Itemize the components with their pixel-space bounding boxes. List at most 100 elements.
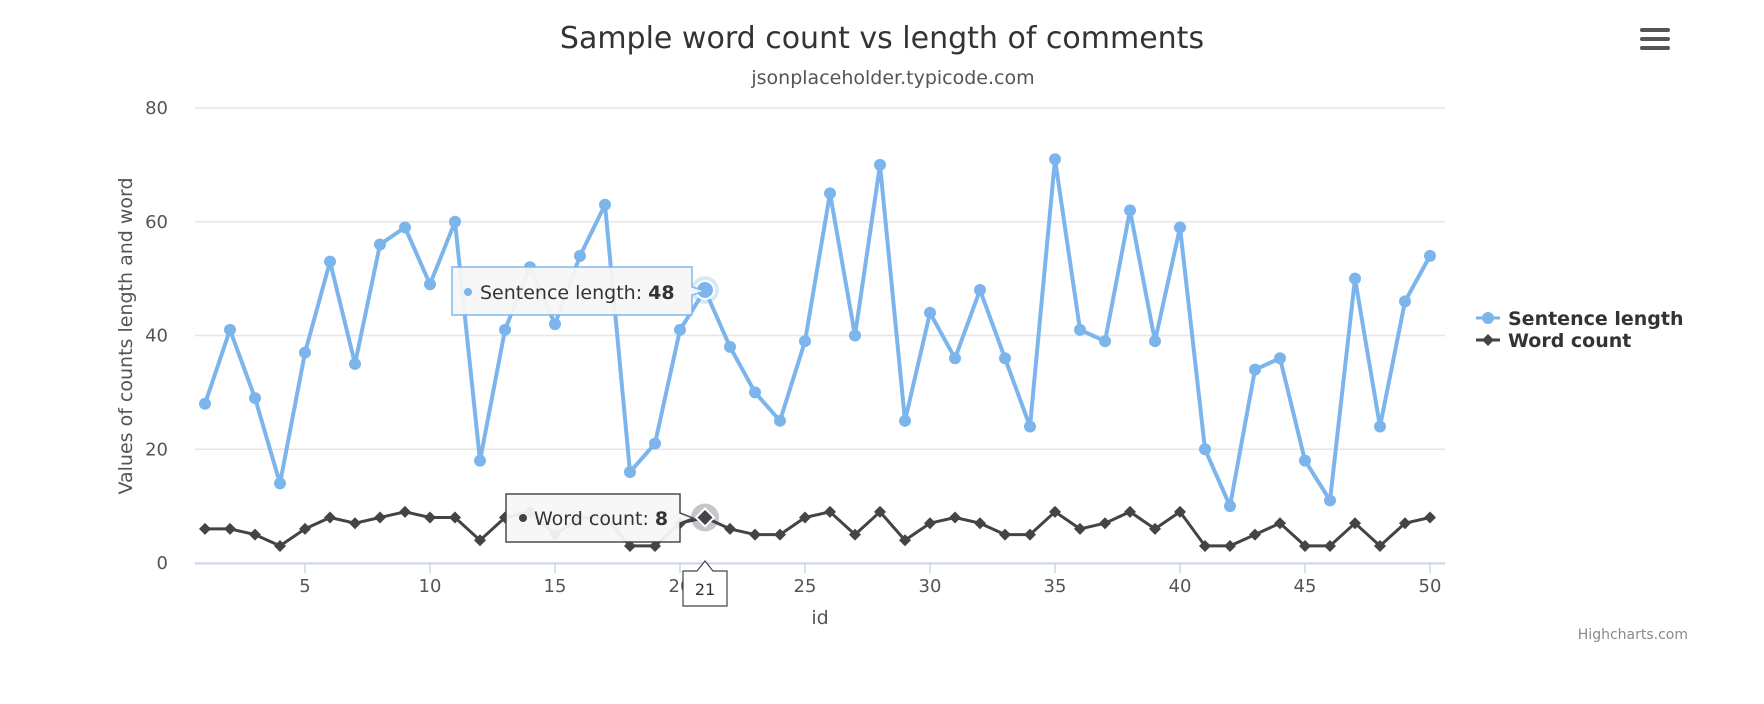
- data-point[interactable]: [449, 511, 461, 524]
- data-point[interactable]: [324, 255, 336, 268]
- data-point[interactable]: [1349, 517, 1361, 530]
- data-point[interactable]: [874, 158, 886, 171]
- data-point[interactable]: [424, 278, 436, 291]
- data-point[interactable]: [1349, 272, 1361, 285]
- data-point[interactable]: [374, 511, 386, 524]
- data-point[interactable]: [1099, 335, 1111, 348]
- data-point[interactable]: [224, 323, 236, 336]
- data-point[interactable]: [499, 323, 511, 336]
- data-point[interactable]: [1074, 522, 1086, 535]
- data-point[interactable]: [949, 352, 961, 365]
- data-point[interactable]: [1149, 335, 1161, 348]
- hamburger-menu-icon[interactable]: [1640, 28, 1670, 54]
- data-point[interactable]: [349, 517, 361, 530]
- data-point[interactable]: [399, 505, 411, 518]
- data-point[interactable]: [1249, 528, 1261, 541]
- data-point[interactable]: [599, 198, 611, 211]
- data-point[interactable]: [199, 397, 211, 410]
- data-point[interactable]: [199, 522, 211, 535]
- data-point[interactable]: [374, 238, 386, 251]
- data-point[interactable]: [749, 528, 761, 541]
- data-point[interactable]: [724, 522, 736, 535]
- data-point[interactable]: [1024, 420, 1036, 433]
- data-point[interactable]: [1074, 323, 1086, 336]
- data-point[interactable]: [1124, 204, 1136, 217]
- data-point[interactable]: [1049, 505, 1061, 518]
- data-point[interactable]: [1199, 539, 1211, 552]
- data-point[interactable]: [224, 522, 236, 535]
- legend-item-word-count[interactable]: Word count: [1508, 330, 1631, 352]
- data-point[interactable]: [874, 505, 886, 518]
- data-point[interactable]: [399, 221, 411, 234]
- data-point[interactable]: [249, 392, 261, 405]
- tooltip-sentence-length-text: Sentence length: 48: [480, 282, 675, 304]
- legend-marker[interactable]: [1482, 334, 1494, 346]
- data-point[interactable]: [649, 437, 661, 450]
- data-point[interactable]: [974, 517, 986, 530]
- data-point[interactable]: [849, 528, 861, 541]
- data-point[interactable]: [1299, 454, 1311, 467]
- data-point[interactable]: [799, 511, 811, 524]
- data-point[interactable]: [899, 534, 911, 547]
- hover-point[interactable]: [694, 507, 716, 528]
- data-point[interactable]: [924, 306, 936, 319]
- data-point[interactable]: [724, 340, 736, 353]
- data-point[interactable]: [549, 318, 561, 331]
- data-point[interactable]: [349, 357, 361, 370]
- data-point[interactable]: [624, 539, 636, 552]
- data-point[interactable]: [624, 466, 636, 478]
- data-point[interactable]: [774, 528, 786, 541]
- data-point[interactable]: [1149, 522, 1161, 535]
- data-point[interactable]: [424, 511, 436, 524]
- data-point[interactable]: [924, 517, 936, 530]
- data-point[interactable]: [899, 414, 911, 427]
- data-point[interactable]: [449, 215, 461, 228]
- legend-marker[interactable]: [1482, 312, 1494, 324]
- data-point[interactable]: [1224, 500, 1236, 513]
- data-point[interactable]: [299, 346, 311, 359]
- data-point[interactable]: [574, 249, 586, 262]
- data-point[interactable]: [249, 528, 261, 541]
- data-point[interactable]: [649, 539, 661, 552]
- menu-bar: [1640, 37, 1670, 41]
- data-point[interactable]: [1224, 539, 1236, 552]
- data-point[interactable]: [1274, 517, 1286, 530]
- data-point[interactable]: [1424, 249, 1436, 262]
- data-point[interactable]: [1399, 295, 1411, 308]
- data-point[interactable]: [974, 284, 986, 296]
- data-point[interactable]: [1374, 539, 1386, 552]
- data-point[interactable]: [949, 511, 961, 524]
- data-point[interactable]: [1424, 511, 1436, 524]
- data-point[interactable]: [799, 335, 811, 348]
- data-point[interactable]: [774, 414, 786, 427]
- data-point[interactable]: [274, 477, 286, 490]
- data-point[interactable]: [999, 352, 1011, 365]
- data-point[interactable]: [674, 323, 686, 336]
- data-point[interactable]: [1399, 517, 1411, 530]
- data-point[interactable]: [849, 329, 861, 342]
- credits-link[interactable]: Highcharts.com: [1577, 627, 1688, 643]
- data-point[interactable]: [1299, 539, 1311, 552]
- data-point[interactable]: [1324, 494, 1336, 507]
- data-point[interactable]: [1249, 363, 1261, 376]
- data-point[interactable]: [824, 187, 836, 200]
- data-point[interactable]: [999, 528, 1011, 541]
- data-point[interactable]: [1324, 539, 1336, 552]
- data-point[interactable]: [1199, 443, 1211, 456]
- data-point[interactable]: [324, 511, 336, 524]
- legend-item-sentence-length[interactable]: Sentence length: [1508, 308, 1684, 330]
- data-point[interactable]: [1374, 420, 1386, 433]
- data-point[interactable]: [1174, 505, 1186, 518]
- data-point[interactable]: [1124, 505, 1136, 518]
- data-point[interactable]: [749, 386, 761, 399]
- data-point[interactable]: [474, 454, 486, 467]
- data-point[interactable]: [1274, 352, 1286, 365]
- data-point[interactable]: [1049, 153, 1061, 166]
- data-point[interactable]: [824, 505, 836, 518]
- data-point[interactable]: [1174, 221, 1186, 234]
- data-point[interactable]: [1024, 528, 1036, 541]
- data-point[interactable]: [1099, 517, 1111, 530]
- data-point[interactable]: [274, 539, 286, 552]
- data-point[interactable]: [474, 534, 486, 547]
- data-point[interactable]: [299, 522, 311, 535]
